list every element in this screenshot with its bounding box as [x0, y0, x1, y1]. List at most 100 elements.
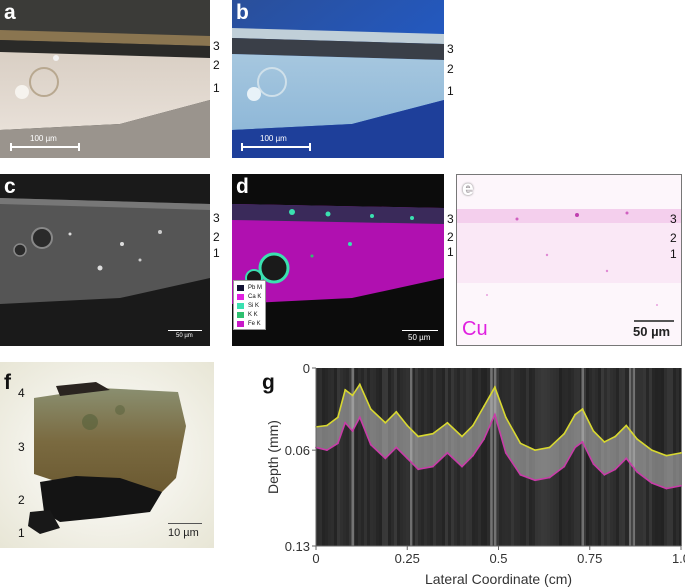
panel-b-layer-2: 2 — [447, 62, 454, 76]
series-line-1 — [315, 412, 682, 490]
panel-f-label: f — [4, 371, 11, 394]
series-point-1 — [650, 482, 653, 484]
plot-area — [316, 368, 682, 546]
texture-stripe — [481, 368, 484, 546]
panel-g-label: g — [262, 371, 275, 394]
series-point-1 — [581, 441, 584, 443]
y-axis-label: Depth (mm) — [265, 420, 281, 494]
panel-d-legend: Pb M Ca K Si K K K Fe K — [233, 280, 267, 330]
x-tick-label: 1.0 — [672, 551, 685, 566]
panel-g-chart: 0 0.25 0.5 0.75 1.0 0 0.06 0.13 Lateral Coordina… — [265, 361, 685, 587]
series-point-1 — [548, 476, 551, 479]
texture-stripe — [361, 368, 364, 546]
x-tick-label: 0 — [312, 551, 319, 566]
series-point-1 — [384, 457, 387, 460]
panel-f-layer-2: 2 — [18, 493, 25, 507]
texture-stripe — [475, 368, 478, 546]
series-point-0 — [592, 430, 595, 432]
series-point-0 — [650, 449, 653, 452]
series-point-0 — [625, 424, 628, 427]
series-point-1 — [680, 484, 682, 487]
legend-swatch-ca — [237, 293, 244, 300]
x-tick-label: 0.25 — [395, 551, 420, 566]
texture-stripe — [370, 368, 373, 546]
series-point-0 — [384, 421, 387, 424]
legend-row-k: K K — [237, 310, 262, 319]
layer-band — [316, 384, 681, 489]
panel-c-scalebar-label: 50 µm — [176, 333, 193, 339]
texture-stripe — [487, 368, 490, 546]
panel-a-label: a — [4, 1, 16, 24]
texture-stripe — [340, 368, 343, 546]
panel-e-layer-1: 1 — [670, 247, 677, 261]
texture-stripe — [586, 368, 589, 546]
texture-stripe — [445, 368, 448, 546]
panel-b-label: b — [236, 1, 249, 24]
series-point-0 — [344, 389, 347, 391]
legend-row-ca: Ca K — [237, 292, 262, 301]
legend-row-fe: Fe K — [237, 319, 262, 328]
series-point-1 — [395, 446, 398, 449]
texture-stripe — [346, 368, 349, 546]
series-point-0 — [431, 432, 434, 435]
series-point-0 — [369, 408, 372, 410]
panel-b-scalebar-label: 100 µm — [260, 134, 287, 143]
panel-a-scalebar-label: 100 µm — [30, 134, 57, 143]
legend-swatch-k — [237, 311, 244, 318]
texture-stripe — [376, 368, 379, 546]
series-point-0 — [603, 441, 606, 443]
panel-c-layer-3: 3 — [213, 211, 220, 225]
panel-d-layer-3: 3 — [447, 212, 454, 226]
texture-stripe — [388, 368, 391, 546]
x-tick-label: 0.75 — [577, 551, 602, 566]
series-point-1 — [603, 473, 606, 476]
texture-stripe — [472, 368, 475, 546]
panel-e-layer-3: 3 — [670, 212, 677, 226]
series-point-0 — [614, 435, 617, 438]
series-point-1 — [534, 479, 536, 482]
texture-stripe — [355, 368, 358, 546]
panel-a-layer-2: 2 — [213, 58, 220, 72]
texture-stripe — [397, 368, 400, 546]
panel-f-layer-1: 1 — [18, 526, 25, 540]
panel-e-layer-2: 2 — [670, 231, 677, 245]
series-point-0 — [326, 424, 328, 427]
series-point-1 — [369, 443, 372, 446]
legend-label-k: K K — [248, 311, 258, 318]
series-point-1 — [337, 442, 339, 445]
legend-swatch-si — [237, 302, 244, 309]
series-point-0 — [636, 438, 639, 441]
texture-stripe — [577, 368, 580, 546]
series-point-1 — [625, 457, 628, 460]
series-point-0 — [337, 416, 339, 419]
series-point-1 — [406, 457, 409, 460]
series-point-1 — [636, 471, 639, 473]
legend-swatch-fe — [237, 320, 244, 327]
texture-stripe — [337, 368, 340, 546]
plot-axes: 0 0.25 0.5 0.75 1.0 0 0.06 0.13 Lateral Coordina… — [265, 361, 685, 587]
series-point-1 — [351, 430, 354, 432]
plot-series — [315, 382, 682, 490]
legend-label-fe: Fe K — [248, 320, 261, 327]
series-point-0 — [548, 446, 551, 449]
panel-a-image — [0, 0, 210, 158]
series-point-1 — [344, 421, 347, 424]
panel-f-fragment-micrograph — [0, 362, 214, 548]
texture-streak — [493, 368, 497, 546]
texture-stripe — [583, 368, 586, 546]
series-point-1 — [417, 468, 420, 471]
series-point-0 — [406, 424, 409, 427]
texture-stripe — [403, 368, 406, 546]
panel-d-image — [232, 174, 444, 346]
series-point-1 — [461, 465, 463, 468]
texture-stripe — [400, 368, 403, 546]
series-point-0 — [519, 442, 522, 445]
legend-label-pb: Pb M — [248, 284, 263, 291]
panel-d-eds-map — [232, 174, 444, 346]
texture-stripe — [505, 368, 508, 546]
series-point-0 — [358, 383, 361, 386]
texture-stripe — [322, 368, 325, 546]
panel-e-cu-map — [456, 174, 682, 346]
texture-stripe — [394, 368, 397, 546]
y-tick-label: 0 — [303, 361, 310, 376]
